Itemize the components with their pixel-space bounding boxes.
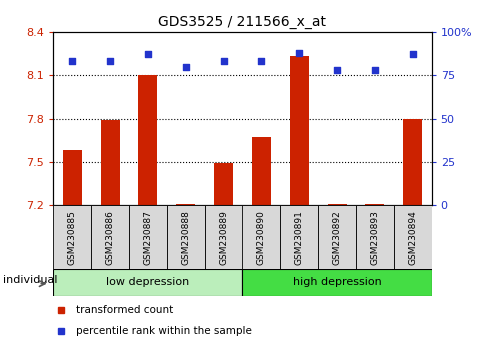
Bar — [327, 204, 346, 205]
Bar — [176, 204, 195, 205]
Point — [370, 67, 378, 73]
Bar — [355, 205, 393, 269]
Text: transformed count: transformed count — [76, 305, 173, 315]
Text: GSM230890: GSM230890 — [257, 210, 265, 265]
Text: GSM230885: GSM230885 — [68, 210, 76, 265]
Bar — [101, 120, 119, 205]
Bar — [365, 204, 384, 205]
Text: percentile rank within the sample: percentile rank within the sample — [76, 326, 251, 336]
Point — [408, 52, 416, 57]
Text: GSM230888: GSM230888 — [181, 210, 190, 265]
Bar — [138, 75, 157, 205]
Point — [333, 67, 340, 73]
Text: individual: individual — [3, 275, 57, 285]
Point — [257, 58, 265, 64]
Text: GSM230886: GSM230886 — [106, 210, 114, 265]
Text: GSM230891: GSM230891 — [294, 210, 303, 265]
Point — [106, 58, 114, 64]
Text: low depression: low depression — [106, 277, 189, 287]
Point — [182, 64, 189, 69]
Point — [144, 52, 151, 57]
Bar — [53, 205, 91, 269]
Point — [68, 58, 76, 64]
Text: GSM230887: GSM230887 — [143, 210, 152, 265]
Bar — [166, 205, 204, 269]
Text: GSM230889: GSM230889 — [219, 210, 227, 265]
Bar — [252, 137, 270, 205]
Bar — [62, 150, 81, 205]
Bar — [242, 205, 280, 269]
Bar — [53, 269, 242, 296]
Bar — [318, 205, 355, 269]
Bar — [242, 269, 431, 296]
Title: GDS3525 / 211566_x_at: GDS3525 / 211566_x_at — [158, 16, 326, 29]
Bar — [213, 164, 232, 205]
Bar — [204, 205, 242, 269]
Bar — [91, 205, 129, 269]
Text: GSM230892: GSM230892 — [332, 210, 341, 264]
Bar — [289, 56, 308, 205]
Bar — [129, 205, 166, 269]
Bar — [403, 119, 421, 205]
Text: GSM230894: GSM230894 — [408, 210, 416, 264]
Bar — [393, 205, 431, 269]
Point — [219, 58, 227, 64]
Bar — [280, 205, 318, 269]
Text: GSM230893: GSM230893 — [370, 210, 378, 265]
Point — [295, 50, 302, 56]
Text: high depression: high depression — [292, 277, 380, 287]
